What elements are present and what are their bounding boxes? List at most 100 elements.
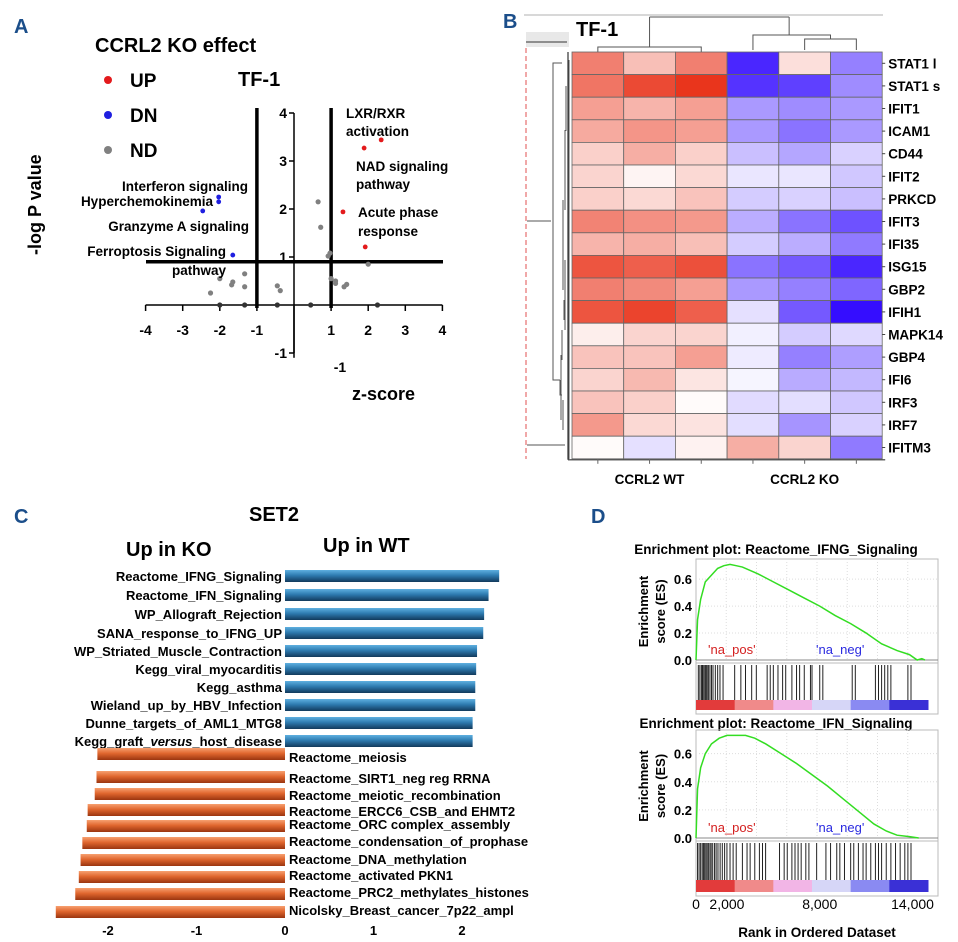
heatmap-cell — [571, 435, 625, 460]
heatmap-cell — [830, 119, 883, 143]
heatmap-cell — [571, 119, 625, 143]
point-nd — [274, 283, 280, 289]
heatmap-cell — [571, 254, 625, 279]
label-part: Kegg_graft_ — [75, 734, 152, 749]
heatmap-cell — [830, 164, 883, 189]
row-label: IFIT2 — [888, 169, 920, 184]
heatmap-cell — [830, 300, 883, 324]
bar-up-in-ko — [87, 804, 286, 816]
bar-label-up-in-wt: Wieland_up_by_HBV_Infection — [91, 698, 282, 713]
heatmap-cell — [830, 187, 883, 211]
row-label: IFI6 — [888, 373, 912, 388]
y-tick-label: 0.0 — [674, 831, 692, 846]
row-label: IRF3 — [888, 395, 918, 410]
y-tick-label: 3 — [279, 153, 287, 169]
point-dn — [230, 252, 236, 258]
y-axis-label-line: score (ES) — [653, 579, 668, 643]
neg-label: 'na_neg' — [816, 642, 864, 657]
point-nd — [374, 302, 381, 308]
axes: -4 -3 -2 -1 1 2 3 4 -1 1 2 3 4 -1 — [139, 105, 446, 375]
point-nd — [327, 250, 333, 256]
heatmap-cell — [623, 164, 676, 189]
legend: UP DN ND — [104, 71, 157, 162]
y-tick-label: 0.2 — [674, 626, 692, 641]
heatmap-cell — [623, 390, 676, 415]
heatmap-cell — [571, 187, 625, 211]
heatmap-cell — [623, 74, 676, 98]
group-label-ko: Up in KO — [126, 539, 212, 561]
row-label: GBP4 — [888, 350, 925, 365]
bar-label-up-in-ko: Reactome_meiosis — [289, 750, 407, 765]
row-label: IFITM3 — [888, 441, 931, 456]
panel-labels: A B C D — [14, 11, 605, 528]
heatmap-cell — [571, 300, 625, 324]
point-nd — [308, 302, 314, 308]
point-up — [362, 244, 368, 250]
heatmap-cell — [571, 367, 625, 392]
ranking-strip-segment — [850, 880, 890, 892]
point-nd — [344, 281, 350, 287]
x-tick-label: 2 — [364, 322, 372, 338]
heatmap-cell — [830, 322, 883, 347]
enrichment-plot-2: Enrichment plot: Reactome_IFN_Signaling 0… — [636, 716, 939, 940]
bar-up-in-ko — [86, 820, 285, 832]
bar-up-in-wt — [285, 717, 473, 729]
heatmap-cell — [571, 96, 625, 121]
heatmap-cell — [830, 390, 883, 415]
bar-label-up-in-wt: WP_Striated_Muscle_Contraction — [74, 644, 282, 659]
row-label: IFIT1 — [888, 102, 920, 117]
bar-label-up-in-ko: Nicolsky_Breast_cancer_7p22_ampl — [289, 903, 514, 918]
legend-label-up: UP — [130, 71, 157, 92]
bar-up-in-wt — [285, 589, 489, 601]
heatmap-cell — [778, 96, 831, 121]
row-label: GBP2 — [888, 282, 925, 297]
bar-label-up-in-wt: Kegg_viral_myocarditis — [135, 662, 282, 677]
heatmap-cell — [623, 254, 676, 279]
heatmap-cell — [571, 141, 625, 166]
x-tick-label: -1 — [251, 322, 264, 338]
heatmap-cell — [778, 164, 831, 189]
row-label: IRF7 — [888, 418, 917, 433]
point-nd — [217, 302, 223, 308]
bar-up-in-ko — [96, 771, 286, 783]
ranking-strip-segment — [773, 880, 813, 892]
bar-label-up-in-ko: Reactome_activated PKN1 — [289, 868, 453, 883]
heatmap-cell — [778, 209, 831, 234]
y-tick-label: 0.4 — [674, 599, 693, 614]
bars: Reactome_IFNG_Signaling Reactome_IFN_Sign… — [55, 569, 529, 918]
point-nd — [207, 290, 214, 296]
heatmap-cell — [726, 277, 780, 302]
point-annotation: response — [358, 224, 419, 239]
heatmap-cell — [726, 367, 780, 392]
heatmap-cell — [726, 300, 780, 324]
chart-title: SET2 — [249, 504, 299, 526]
heatmap-cell — [778, 367, 831, 392]
bar-label-up-in-ko: Reactome_SIRT1_neg reg RRNA — [289, 771, 491, 786]
panel-a-volcano: CCRL2 KO effect UP DN ND TF-1 -log P value… — [25, 35, 448, 404]
x-tick-label: 3 — [401, 322, 409, 338]
heatmap-cell — [726, 74, 780, 98]
point-up — [361, 145, 367, 151]
panel-d-gsea: Enrichment plot: Reactome_IFNG_Signaling… — [634, 542, 939, 940]
heatmap-cell — [675, 435, 728, 460]
point-nd — [217, 276, 223, 282]
heatmap-cell — [571, 413, 625, 437]
heatmap-cell — [778, 322, 831, 347]
y-axis-label-text: -log P value — [25, 154, 45, 255]
x-tick-label: -2 — [214, 322, 227, 338]
legend-marker-nd — [104, 146, 112, 154]
bar-up-in-ko — [94, 788, 285, 800]
heatmap-cell — [778, 300, 831, 324]
heatmap-cell — [571, 232, 625, 256]
heatmap-cell — [571, 164, 625, 189]
heatmap-cell — [830, 413, 883, 437]
legend-label-nd: ND — [130, 141, 157, 162]
heatmap-cell — [623, 322, 676, 347]
heatmap-cell — [726, 345, 780, 369]
column-dendrogram — [597, 46, 702, 52]
heatmap-cell — [571, 209, 625, 234]
point-nd — [274, 302, 280, 308]
point-up — [378, 137, 384, 143]
heatmap-cell — [675, 209, 728, 234]
heatmap-cell — [623, 232, 676, 256]
